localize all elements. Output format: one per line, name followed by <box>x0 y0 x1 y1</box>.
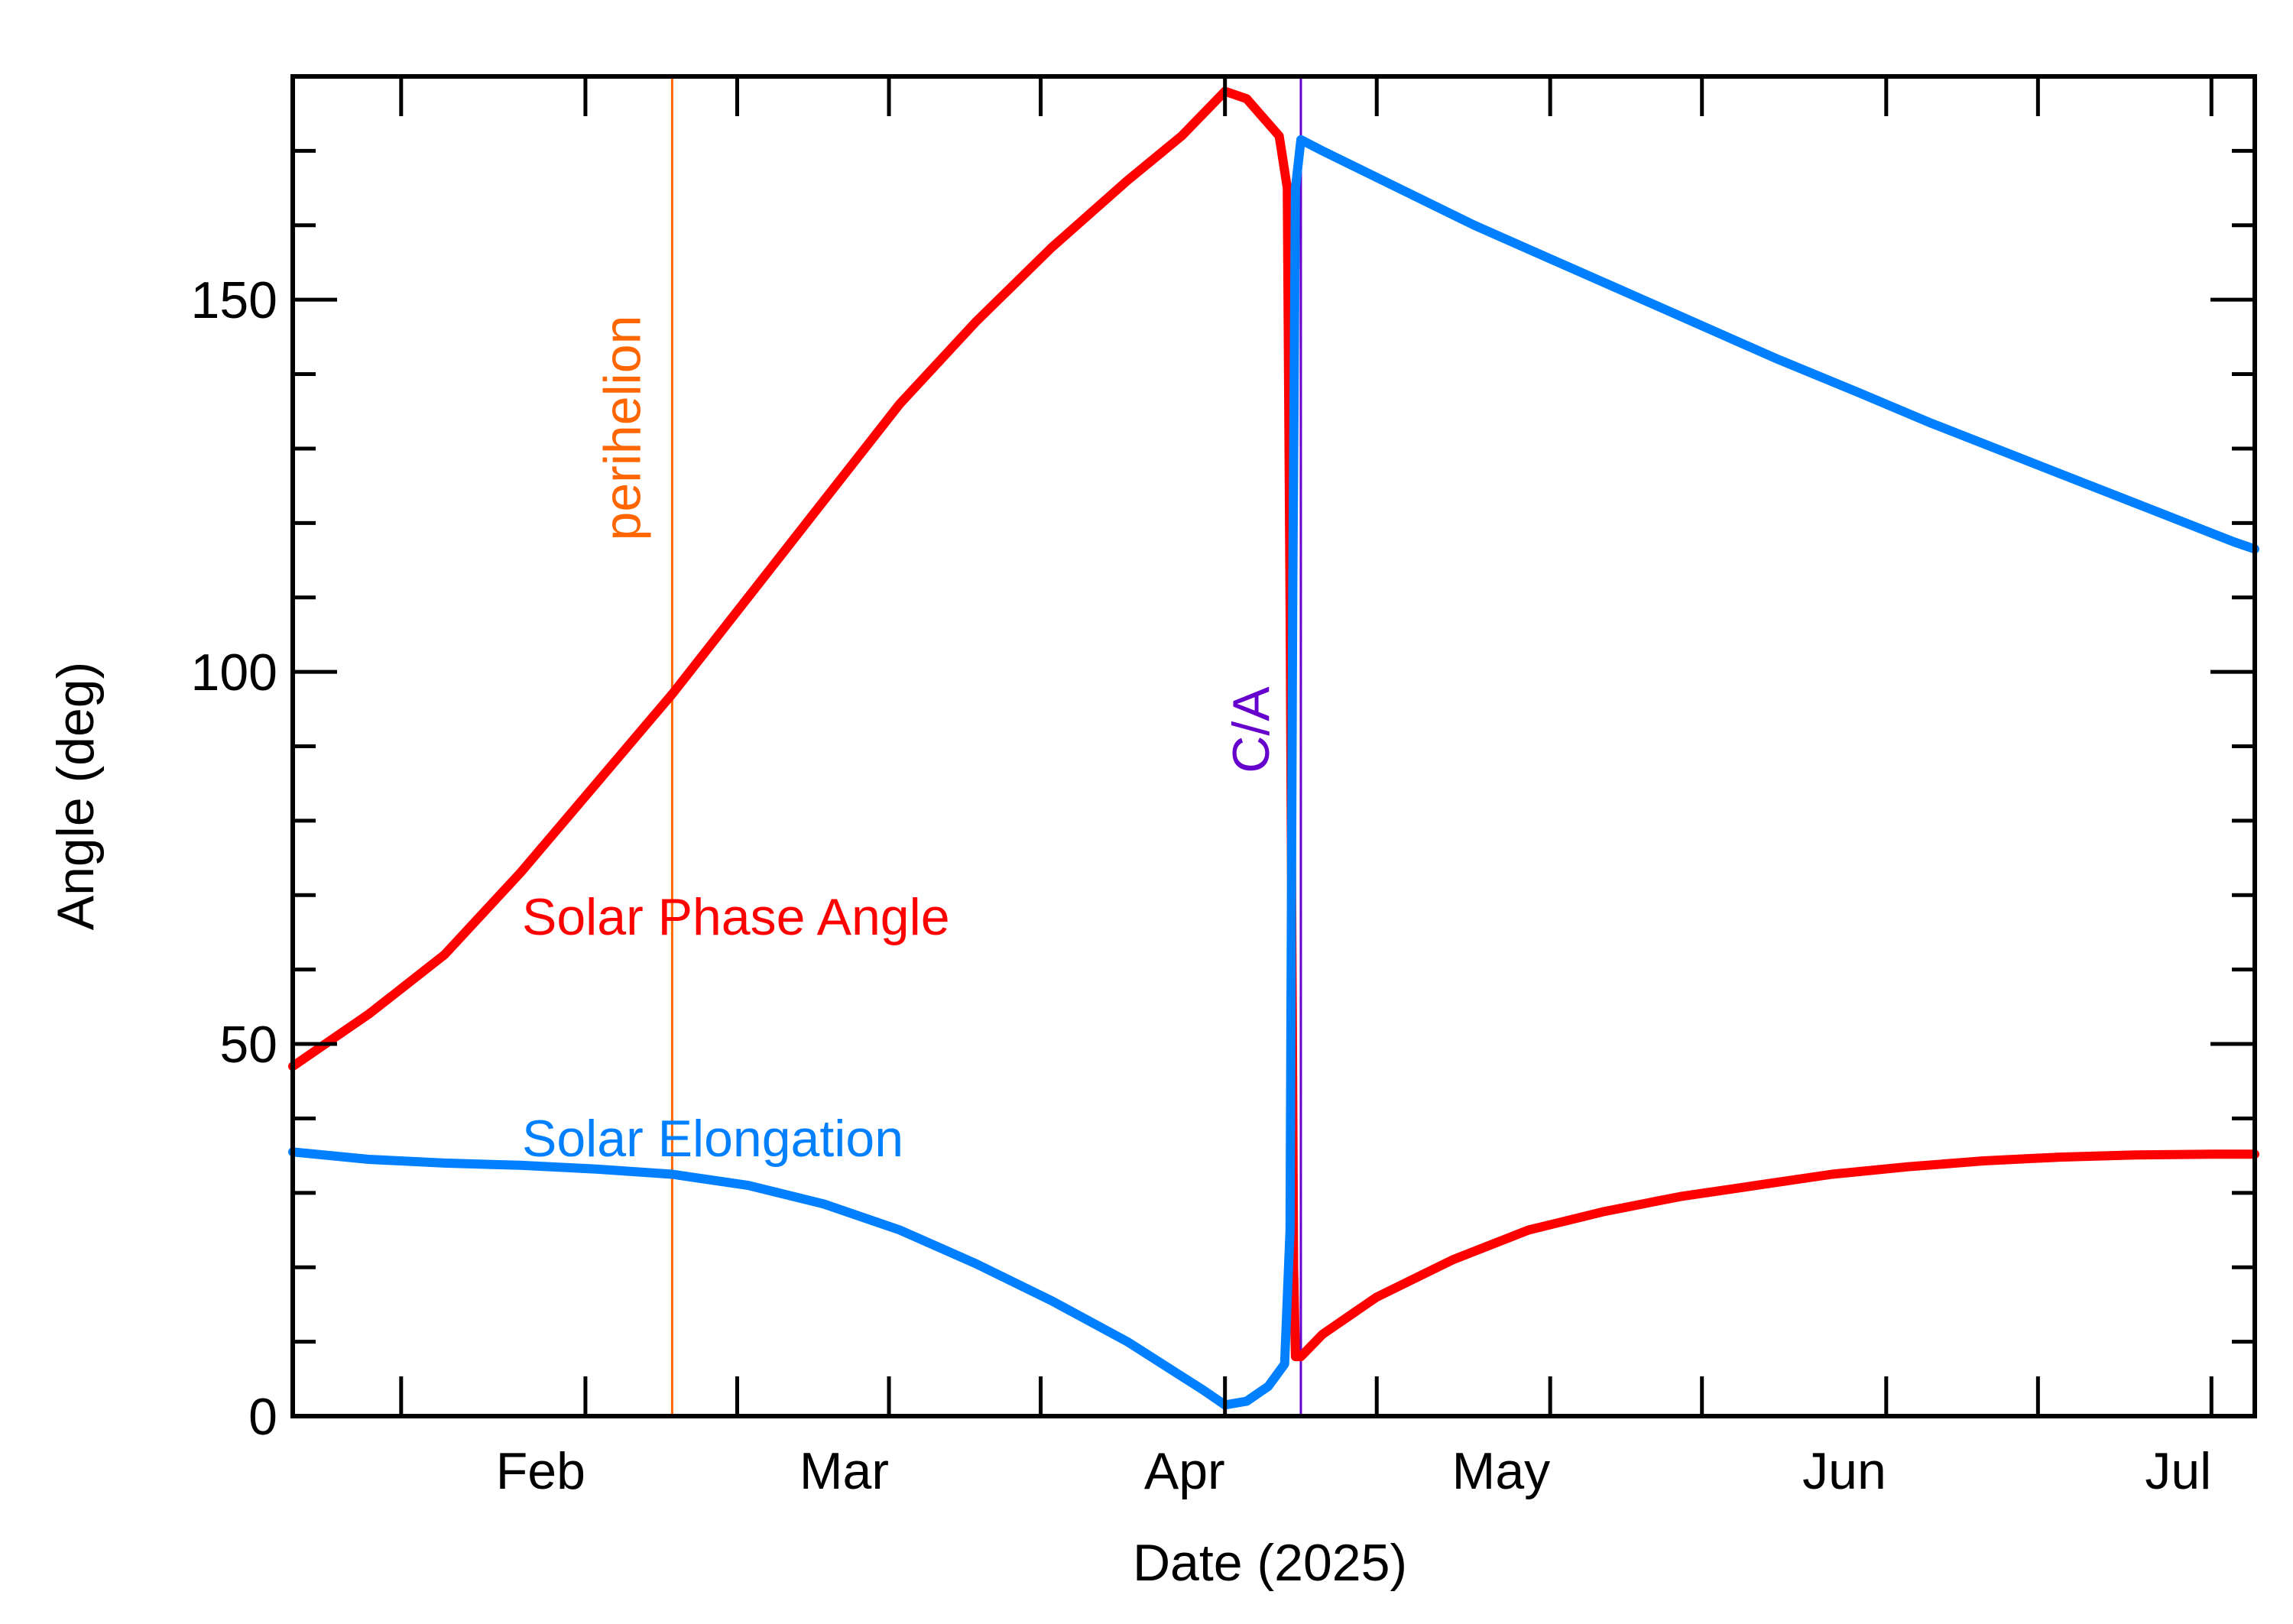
series-label: Solar Elongation <box>522 1110 903 1168</box>
x-tick-label: Jun <box>1802 1442 1886 1500</box>
marker-label: perihelion <box>593 316 651 541</box>
tick-labels: 0 50 100 150 Feb Mar Apr May Jun Jul <box>191 271 2212 1500</box>
x-tick-label: Mar <box>799 1442 889 1500</box>
x-axis-label: Date (2025) <box>1133 1534 1407 1592</box>
x-tick-label: May <box>1452 1442 1550 1500</box>
x-tick-label: Feb <box>496 1442 585 1500</box>
y-axis-label: Angle (deg) <box>47 662 105 931</box>
x-tick-label: Apr <box>1144 1442 1225 1500</box>
y-tick-label: 150 <box>191 271 277 329</box>
vertical-markers: perihelion C/A <box>593 76 1302 1416</box>
marker-label: C/A <box>1222 686 1280 773</box>
y-tick-label: 100 <box>191 643 277 702</box>
series-line-solar-elongation <box>288 135 2259 1410</box>
series-labels: Solar Phase Angle Solar Elongation <box>522 888 950 1168</box>
series-layer <box>288 86 2259 1410</box>
y-tick-label: 50 <box>219 1016 277 1074</box>
x-tick-label: Jul <box>2145 1442 2211 1500</box>
y-tick-label: 0 <box>248 1388 277 1446</box>
plot-frame <box>290 74 2257 1418</box>
series-label: Solar Phase Angle <box>522 888 950 946</box>
